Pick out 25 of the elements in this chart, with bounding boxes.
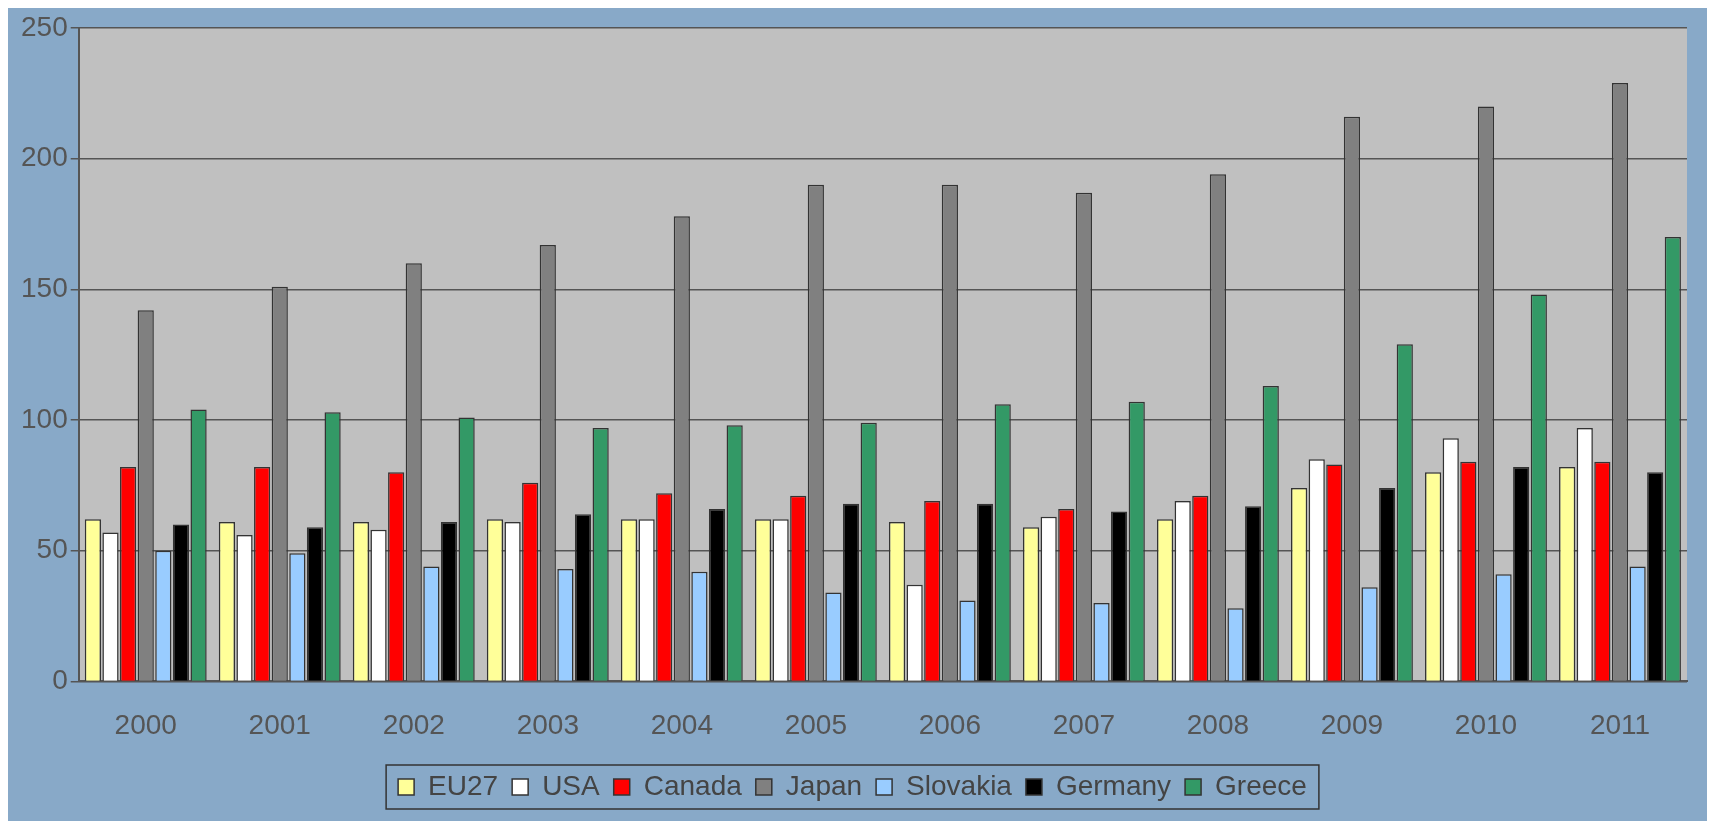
- x-tick-label: 2011: [1589, 708, 1651, 740]
- y-tick-label: 200: [21, 141, 68, 173]
- legend-label: Germany: [1055, 769, 1172, 801]
- legend-label: Canada: [643, 769, 743, 801]
- legend-label: USA: [542, 769, 601, 801]
- y-tick-label: 0: [52, 664, 68, 696]
- legend-label: Japan: [785, 769, 863, 801]
- x-tick-label: 2008: [1186, 708, 1250, 740]
- y-tick-label: 50: [36, 533, 68, 565]
- x-tick-label: 2001: [248, 708, 311, 740]
- x-tick-label: 2002: [382, 708, 445, 740]
- x-tick-label: 2004: [650, 708, 713, 740]
- x-tick-label: 2005: [784, 708, 847, 740]
- x-tick-label: 2003: [516, 708, 579, 740]
- x-tick-label: 2007: [1052, 708, 1116, 740]
- x-tick-label: 2006: [918, 708, 982, 740]
- legend-label: Greece: [1215, 769, 1307, 801]
- x-tick-label: 2010: [1454, 708, 1518, 740]
- legend-label: EU27: [428, 769, 499, 801]
- x-tick-label: 2000: [114, 708, 177, 740]
- y-tick-label: 250: [21, 10, 68, 42]
- x-tick-label: 2009: [1320, 708, 1384, 740]
- y-tick-label: 100: [21, 402, 68, 434]
- legend-label: Slovakia: [906, 769, 1013, 801]
- y-tick-label: 150: [21, 272, 68, 304]
